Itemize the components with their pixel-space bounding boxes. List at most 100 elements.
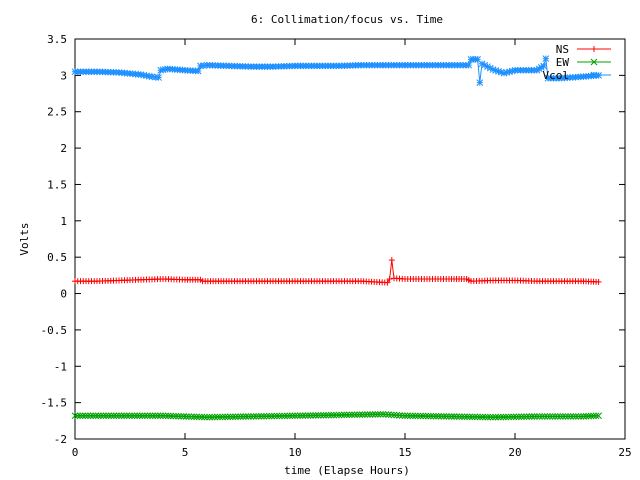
data-point [531,413,538,420]
data-point [164,412,172,420]
data-point [312,412,320,419]
data-point [128,412,136,420]
data-point [177,412,185,420]
chart-title: 6: Collimation/focus vs. Time [251,13,443,26]
data-point [465,61,473,69]
data-point [81,412,89,420]
data-point [587,412,595,420]
data-point [458,413,466,421]
data-point [92,412,100,420]
data-point [172,412,180,420]
data-point [224,413,232,421]
data-point [361,411,369,418]
x-tick-label: 15 [398,446,411,459]
data-point [476,413,484,421]
data-point [455,413,463,420]
data-point [366,411,374,418]
data-point [528,413,536,420]
data-point [474,413,481,421]
data-point [335,411,343,419]
plot-frame [74,38,626,440]
data-point [283,412,291,420]
data-point [252,413,260,420]
data-point [193,413,201,421]
data-point [138,412,146,420]
data-point [330,411,338,419]
data-point [549,413,556,420]
data-point [89,412,97,420]
data-point [206,413,213,421]
data-point [208,413,216,421]
data-point [94,412,102,420]
data-point [398,412,406,419]
data-point [411,412,419,420]
data-point [322,411,330,419]
data-point [533,413,541,420]
data-point [385,411,392,418]
data-point [146,412,154,420]
data-point [79,412,87,420]
data-point [401,412,409,420]
data-point [74,412,81,420]
data-point [247,413,255,420]
data-point [502,413,510,421]
data-point [226,413,234,421]
data-point [541,413,549,420]
data-point [314,411,322,419]
data-point [343,411,351,419]
data-point [338,411,345,419]
data-point [536,413,543,420]
data-point [289,412,296,420]
data-point [494,413,502,421]
data-point [162,412,169,420]
data-point [510,413,518,421]
data-point [281,412,289,420]
data-point [567,413,575,420]
data-point [595,412,602,420]
data-point [575,413,582,420]
data-point [255,412,263,420]
data-point [512,413,520,421]
y-tick-label: -1 [54,360,67,373]
data-point [232,413,239,421]
x-tick-label: 25 [618,446,631,459]
data-point [307,412,314,419]
data-point [580,412,587,420]
data-point [333,411,340,419]
x-tick-label: 5 [182,446,189,459]
data-point [131,412,138,420]
data-point [190,413,198,421]
data-point [120,412,128,420]
data-point [151,412,159,420]
data-point [136,412,144,420]
data-point [492,413,499,421]
data-point [525,413,533,420]
data-point [159,412,167,420]
data-point [97,412,105,420]
series-layer [71,55,602,421]
data-point [422,412,430,420]
series-ns [72,257,602,286]
data-point [201,413,208,421]
data-point [301,412,309,419]
data-point [374,411,382,418]
data-point [167,412,175,420]
data-point [430,412,437,420]
data-point [369,411,377,418]
data-point [463,413,471,421]
data-point [595,278,602,285]
data-point [71,412,79,420]
data-point [270,412,278,420]
data-point [440,413,448,420]
data-point [195,413,203,421]
data-point [556,413,564,420]
x-axis: 0 5 10 15 20 25 [72,39,632,459]
data-point [427,412,435,420]
data-point [471,413,479,421]
data-point [445,413,453,420]
data-point [540,62,547,70]
data-point [239,413,247,420]
data-point [157,412,164,420]
data-point [123,412,131,420]
